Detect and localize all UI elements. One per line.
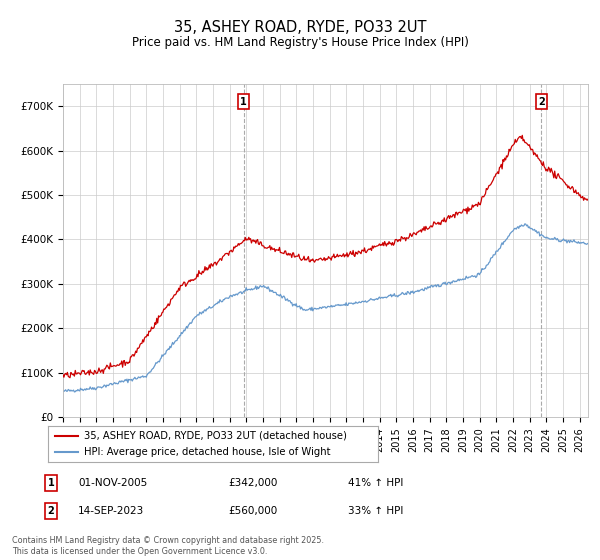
Text: 33% ↑ HPI: 33% ↑ HPI [348,506,403,516]
Text: Price paid vs. HM Land Registry's House Price Index (HPI): Price paid vs. HM Land Registry's House … [131,36,469,49]
Text: 01-NOV-2005: 01-NOV-2005 [78,478,147,488]
Text: 41% ↑ HPI: 41% ↑ HPI [348,478,403,488]
Text: 2: 2 [47,506,55,516]
Text: 1: 1 [47,478,55,488]
Text: 35, ASHEY ROAD, RYDE, PO33 2UT: 35, ASHEY ROAD, RYDE, PO33 2UT [174,20,426,35]
Text: Contains HM Land Registry data © Crown copyright and database right 2025.
This d: Contains HM Land Registry data © Crown c… [12,536,324,556]
Text: 1: 1 [240,97,247,107]
Text: 2: 2 [538,97,545,107]
Text: HPI: Average price, detached house, Isle of Wight: HPI: Average price, detached house, Isle… [84,447,331,457]
Text: £560,000: £560,000 [228,506,277,516]
Text: 14-SEP-2023: 14-SEP-2023 [78,506,144,516]
Text: £342,000: £342,000 [228,478,277,488]
Text: 35, ASHEY ROAD, RYDE, PO33 2UT (detached house): 35, ASHEY ROAD, RYDE, PO33 2UT (detached… [84,431,347,441]
